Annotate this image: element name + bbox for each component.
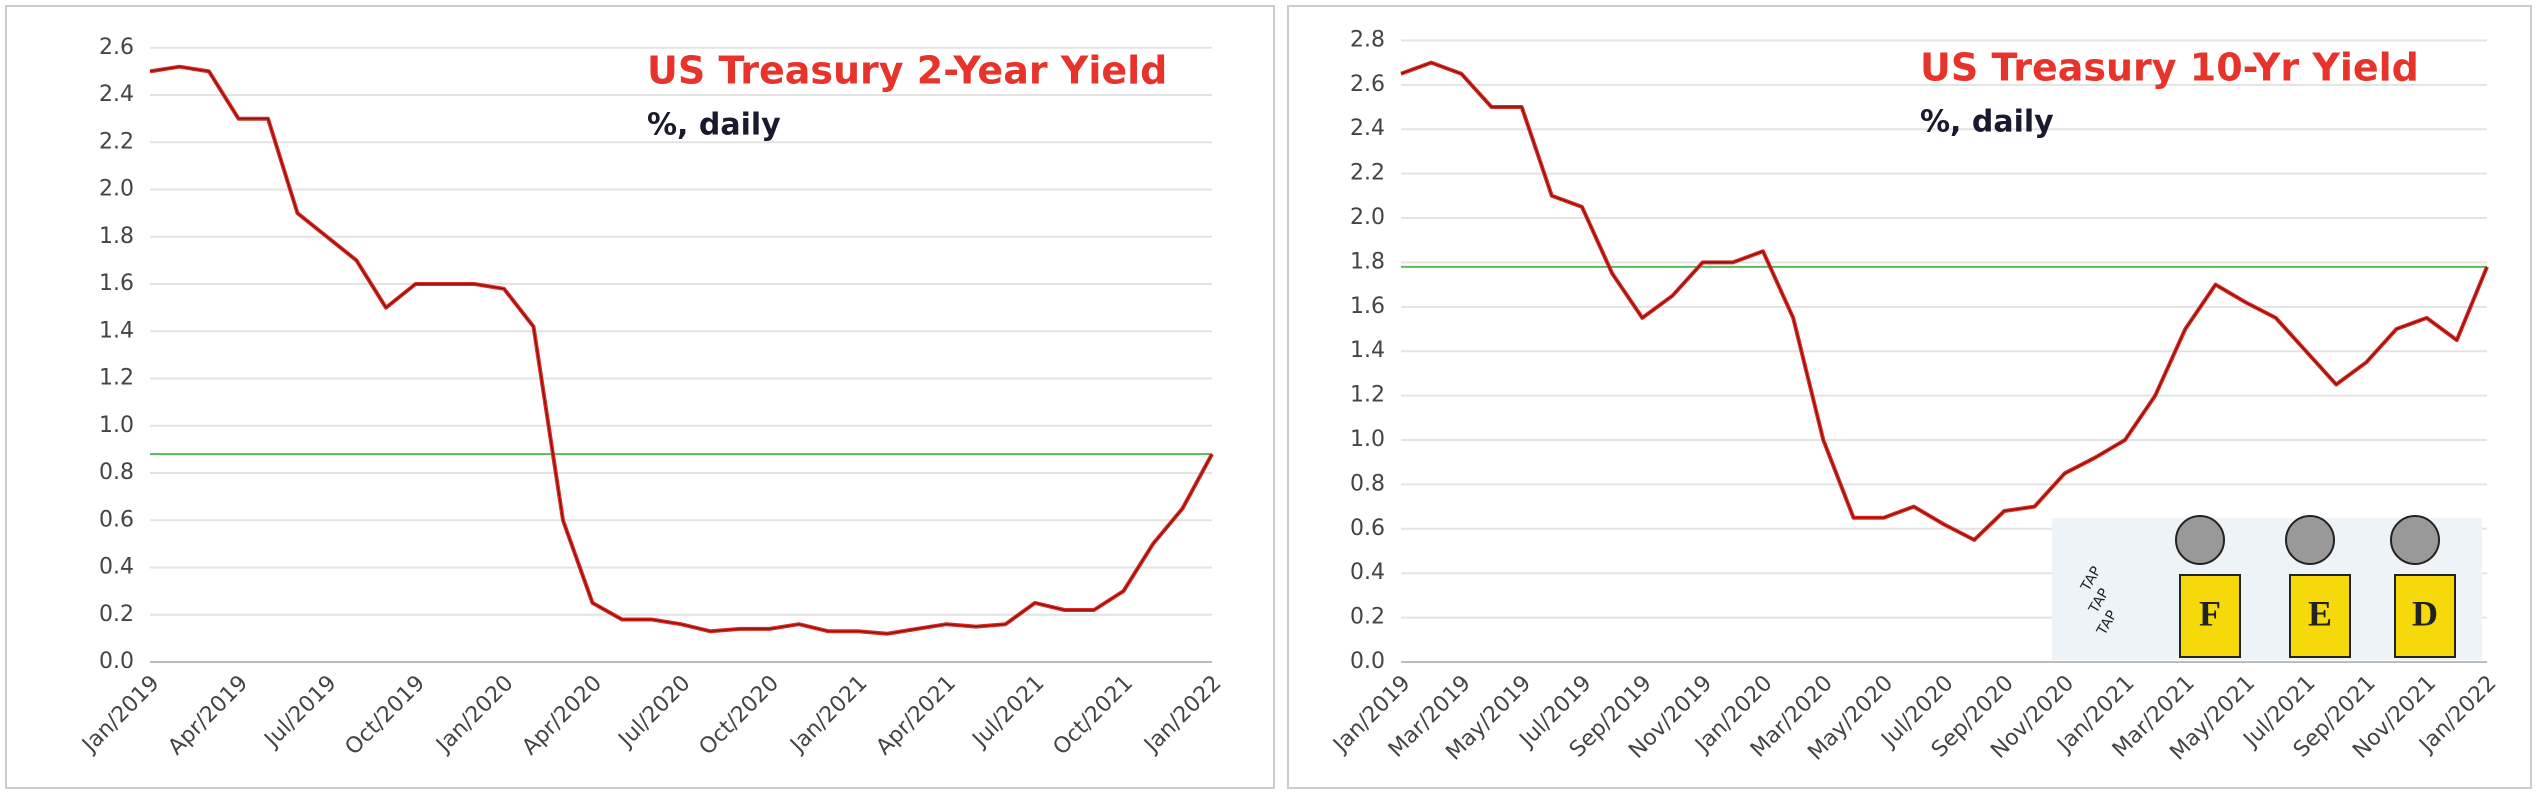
y-tick-label: 1.2 — [1350, 383, 1385, 408]
mouse-head — [2285, 515, 2335, 565]
shirt — [2394, 574, 2456, 658]
shirt-letter: E — [2308, 593, 2332, 633]
y-tick-label: 2.4 — [99, 82, 134, 107]
y-tick-label: 2.2 — [1350, 161, 1385, 186]
y-tick-label: 2.6 — [1350, 72, 1385, 97]
y-tick-label: 2.4 — [1350, 116, 1385, 141]
yield-line-core — [149, 66, 1213, 635]
panel — [1287, 5, 2532, 789]
shirt-letter: F — [2199, 593, 2221, 633]
chart-title: US Treasury 10-Yr Yield — [1920, 46, 2419, 90]
shirt-letter: D — [2412, 593, 2438, 633]
y-tick-label: 2.6 — [99, 35, 134, 60]
chart-subtitle: %, daily — [647, 108, 781, 143]
y-tick-label: 1.8 — [99, 224, 134, 249]
yield-line-core — [1400, 61, 2488, 541]
y-tick-label: 1.6 — [99, 271, 134, 296]
y-tick-label: 0.0 — [99, 649, 134, 674]
y-tick-label: 0.2 — [99, 602, 134, 627]
y-tick-label: 0.6 — [99, 507, 134, 532]
y-tick-label: 0.8 — [99, 460, 134, 485]
chart-title: US Treasury 2-Year Yield — [647, 49, 1167, 93]
y-tick-label: 1.6 — [1350, 294, 1385, 319]
shirt — [2179, 574, 2241, 658]
y-tick-label: 0.6 — [1350, 516, 1385, 541]
y-tick-label: 0.4 — [1350, 560, 1385, 585]
y-tick-label: 1.0 — [99, 413, 134, 438]
y-tick-label: 1.4 — [99, 318, 134, 343]
y-tick-label: 2.0 — [99, 177, 134, 202]
y-tick-label: 1.4 — [1350, 338, 1385, 363]
y-tick-label: 2.0 — [1350, 205, 1385, 230]
y-tick-label: 0.0 — [1350, 649, 1385, 674]
y-tick-label: 0.4 — [99, 555, 134, 580]
y-tick-label: 2.2 — [99, 129, 134, 154]
y-tick-label: 2.8 — [1350, 27, 1385, 52]
shirt — [2289, 574, 2351, 658]
mouse-head — [2175, 515, 2225, 565]
y-tick-label: 0.2 — [1350, 605, 1385, 630]
panel — [5, 5, 1275, 789]
y-tick-label: 1.2 — [99, 366, 134, 391]
chart-subtitle: %, daily — [1920, 105, 2054, 140]
y-tick-label: 1.0 — [1350, 427, 1385, 452]
y-tick-label: 1.8 — [1350, 249, 1385, 274]
y-tick-label: 0.8 — [1350, 471, 1385, 496]
mouse-head — [2390, 515, 2440, 565]
